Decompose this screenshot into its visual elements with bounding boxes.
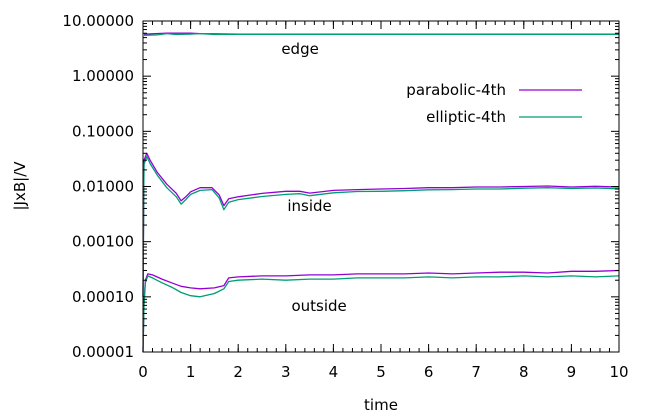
series-line-elliptic-edge: [143, 32, 619, 36]
x-tick-label: 8: [519, 363, 529, 381]
annotations-layer: edge inside outside: [281, 40, 346, 315]
series-line-parabolic-inside: [142, 152, 620, 297]
x-tick-label: 3: [281, 363, 291, 381]
legend: parabolic-4th elliptic-4th: [406, 81, 582, 126]
x-tick-label: 5: [376, 363, 386, 381]
x-tick-label: 1: [186, 363, 196, 381]
y-tick-label: 0.00010: [72, 288, 134, 306]
annotation-inside: inside: [287, 197, 331, 215]
y-axis-label: |JxB|/V: [11, 161, 29, 211]
y-tick-label: 0.00100: [72, 233, 134, 251]
x-tick-label: 0: [138, 363, 148, 381]
legend-label: parabolic-4th: [406, 81, 506, 99]
x-axis-label: time: [364, 396, 398, 414]
y-tick-label: 0.10000: [72, 122, 134, 140]
series-layer: [142, 32, 620, 353]
x-tick-label: 6: [424, 363, 434, 381]
series-line-parabolic-outside: [142, 269, 620, 353]
y-tick-label: 0.00001: [72, 343, 134, 361]
annotation-edge: edge: [281, 40, 319, 58]
series-line-elliptic-outside: [142, 275, 620, 353]
y-tick-label: 10.00000: [62, 12, 134, 30]
x-tick-label: 9: [567, 363, 577, 381]
series-line-elliptic-inside: [142, 155, 620, 297]
y-tick-label: 0.01000: [72, 178, 134, 196]
ticks-layer: 0 1 2 3 4 5 6 7 8 9 10 0.00001 0.00010 0.00100 0.01000…: [62, 12, 628, 381]
annotation-outside: outside: [291, 297, 346, 315]
x-tick-label: 7: [471, 363, 481, 381]
x-tick-label: 4: [329, 363, 339, 381]
x-tick-label: 2: [233, 363, 243, 381]
legend-label: elliptic-4th: [426, 108, 506, 126]
x-tick-label: 10: [609, 363, 628, 381]
y-tick-label: 1.00000: [72, 67, 134, 85]
